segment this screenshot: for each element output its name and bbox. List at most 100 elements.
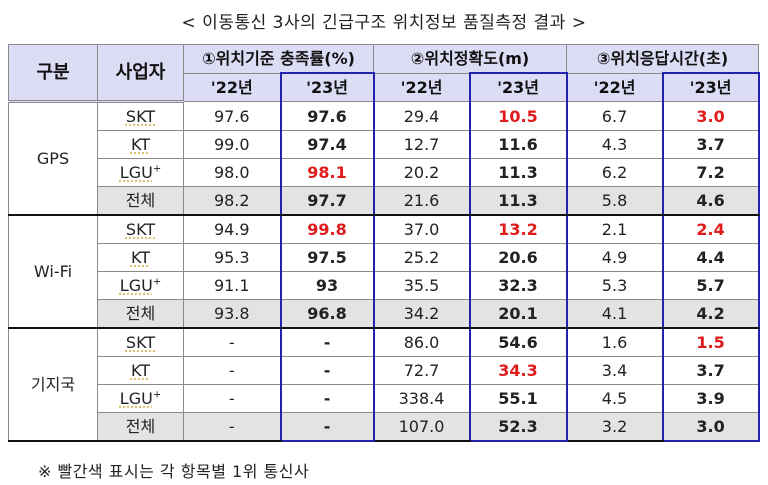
table-row: Wi-Fi SKT 94.9 99.8 37.0 13.2 2.1 2.4 [8,214,760,329]
value-cell: 4.2 [661,299,760,329]
value-cell: 93.8 [183,299,281,329]
value-cell: 34.2 [373,299,471,329]
table-row: 전체 - -107.0 52.3 3.2 3.0 [9,412,760,442]
value-cell: 3.7 [661,356,760,385]
value-cell: 97.6 [183,101,281,131]
value-cell: 4.1 [566,299,664,329]
carrier-superscript: + [152,163,162,175]
value-cell: 3.2 [566,412,664,442]
table-row: KT - -72.7 34.3 3.4 3.7 [9,356,760,385]
value-cell: - [183,384,281,413]
carrier-cell: SKT [97,214,184,244]
header-metric-response: ③위치응답시간(초) [566,44,760,74]
value-cell: 21.6 [373,186,471,216]
table-body: GPS SKT 97.6 97.6 29.4 10.5 6.7 3.0 KT 99.0 97.4 12… [8,101,760,442]
value-cell: 3.7 [661,130,760,159]
carrier-name: LGU [119,163,153,182]
value-cell: 4.6 [661,186,760,216]
value-cell: 20.1 [468,299,568,329]
value-cell: 52.3 [468,412,568,442]
carrier-cell: KT [97,356,184,385]
value-cell: 4.3 [566,130,664,159]
value-cell: 91.1 [183,271,281,300]
value-cell: 86.0 [373,327,471,357]
value-cell: - [183,327,281,357]
value-cell: 2.1 [566,214,664,244]
value-cell: 25.2 [373,243,471,272]
value-cell: 4.5 [566,384,664,413]
value-cell: 3.0 [661,101,760,131]
value-cell: 95.3 [183,243,281,272]
value-cell: 3.9 [661,384,760,413]
value-cell: - [279,356,375,385]
carrier-cell: 전체 [97,412,184,442]
carrier-name: LGU [119,276,153,295]
value-cell: 3.0 [661,412,760,442]
page-title: < 이동통신 3사의 긴급구조 위치정보 품질측정 결과 > [181,13,587,33]
value-cell: 2.4 [661,214,760,244]
carrier-name: 전체 [125,304,156,323]
carrier-superscript: + [152,276,162,288]
value-cell: 37.0 [373,214,471,244]
value-cell: 11.3 [468,158,568,187]
value-cell: 54.6 [468,327,568,357]
value-cell: 5.8 [566,186,664,216]
value-cell: 97.6 [279,101,375,131]
header-metric-coverage: ①위치기준 충족률(%) [182,44,375,74]
value-cell: 11.6 [468,130,568,159]
carrier-name: SKT [125,333,156,352]
carrier-name: 전체 [125,417,156,436]
value-cell: 11.3 [468,186,568,216]
value-cell: 6.2 [566,158,664,187]
value-cell: - [279,327,375,357]
carrier-name: SKT [125,220,156,239]
value-cell: 20.6 [468,243,568,272]
header-metric-accuracy: ②위치정확도(m) [373,44,568,74]
value-cell: 99.0 [183,130,281,159]
value-cell: 32.3 [468,271,568,300]
value-cell: 3.4 [566,356,664,385]
quality-results-table: 구분 사업자 ①위치기준 충족률(%) ②위치정확도(m) ③위치응답시간(초)… [8,44,760,442]
carrier-name: LGU [119,389,153,408]
value-cell: 6.7 [566,101,664,131]
value-cell: 107.0 [373,412,471,442]
carrier-name: KT [130,248,151,267]
table-row: KT 99.0 97.4 12.7 11.6 4.3 3.7 [9,130,760,159]
carrier-name: KT [130,361,151,380]
header-coverage-23: '23년 [279,72,375,102]
value-cell: 34.3 [468,356,568,385]
value-cell: 35.5 [373,271,471,300]
value-cell: - [183,412,281,442]
value-cell: 97.7 [279,186,375,216]
header-category: 구분 [8,44,98,103]
carrier-cell: LGU+ [97,384,184,413]
value-cell: 55.1 [468,384,568,413]
footnote: ※ 빨간색 표시는 각 항목별 1위 통신사 [38,462,310,481]
value-cell: - [183,356,281,385]
carrier-cell: KT [97,130,184,159]
table-row: GPS SKT 97.6 97.6 29.4 10.5 6.7 3.0 [8,101,760,216]
table-row: LGU+ 91.1 93 35.5 32.3 5.3 5.7 [9,271,760,300]
table-row: KT 95.3 97.5 25.2 20.6 4.9 4.4 [9,243,760,272]
header-coverage-22: '22년 [183,72,281,102]
category-cell: Wi-Fi [8,214,98,329]
carrier-name: KT [130,135,151,154]
value-cell: 72.7 [373,356,471,385]
value-cell: 98.2 [183,186,281,216]
value-cell: - [279,384,375,413]
carrier-cell: 전체 [97,186,184,216]
header-accuracy-23: '23년 [468,72,568,102]
value-cell: 98.0 [183,158,281,187]
value-cell: 99.8 [279,214,375,244]
carrier-cell: LGU+ [97,271,184,300]
carrier-name: SKT [125,107,156,126]
carrier-name: 전체 [125,191,156,210]
value-cell: 7.2 [661,158,760,187]
value-cell: 94.9 [183,214,281,244]
value-cell: 96.8 [279,299,375,329]
header-row-2: '22년 '23년 '22년 '23년 '22년 '23년 [9,72,760,102]
value-cell: - [279,412,375,442]
carrier-cell: SKT [97,101,184,131]
header-accuracy-22: '22년 [373,72,471,102]
header-response-23: '23년 [661,72,760,102]
